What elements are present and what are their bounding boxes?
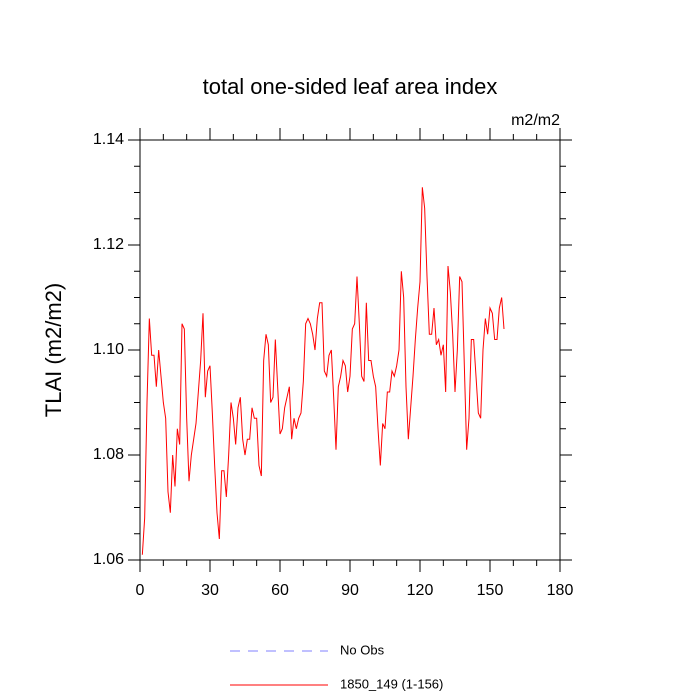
y-axis-label: TLAI (m2/m2) [41, 283, 66, 417]
legend-label: No Obs [340, 642, 385, 657]
x-tick-label: 120 [407, 582, 434, 599]
y-tick-label: 1.14 [93, 131, 124, 148]
x-tick-label: 150 [477, 582, 504, 599]
y-tick-label: 1.06 [93, 551, 124, 568]
x-tick-label: 0 [136, 582, 145, 599]
chart-title: total one-sided leaf area index [203, 74, 498, 99]
data-line [141, 187, 505, 555]
y-tick-label: 1.10 [93, 341, 124, 358]
x-tick-label: 90 [341, 582, 359, 599]
units-label: m2/m2 [511, 112, 560, 129]
plot-frame [139, 139, 561, 561]
y-tick-label: 1.12 [93, 236, 124, 253]
x-tick-label: 60 [271, 582, 289, 599]
x-tick-label: 180 [547, 582, 574, 599]
x-tick-label: 30 [201, 582, 219, 599]
legend-label: 1850_149 (1-156) [340, 676, 443, 691]
y-tick-label: 1.08 [93, 446, 124, 463]
